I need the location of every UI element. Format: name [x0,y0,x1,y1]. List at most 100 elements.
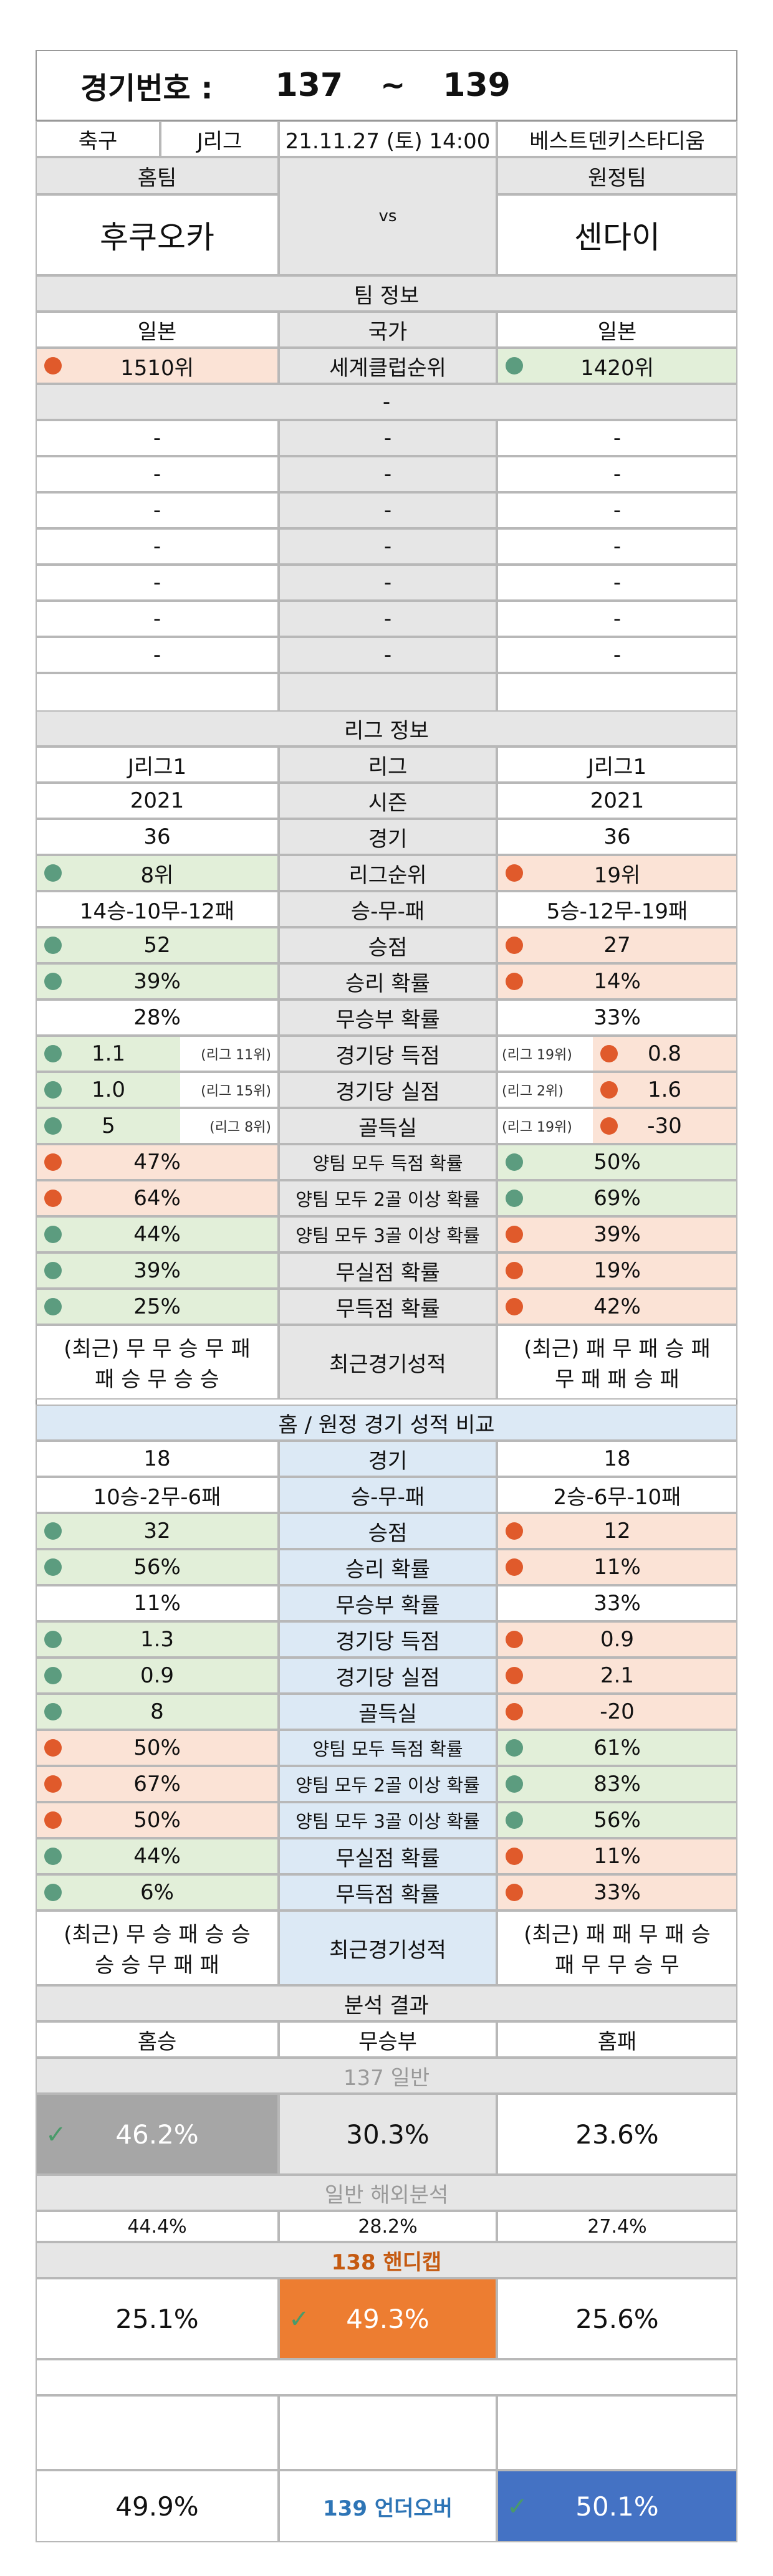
check-icon: ✓ [507,2493,528,2521]
bad-indicator-icon [506,1884,523,1901]
away-world-rank: 1420위 [497,348,737,384]
good-indicator-icon [44,1631,62,1648]
league-stat-label: 승-무-패 [279,891,497,927]
home-league-stat: 2021 [36,783,279,819]
home-compare-stat: 50% [36,1730,279,1766]
handicap-home: 25.1% [36,2278,279,2359]
away-compare-stat: 33% [497,1585,737,1621]
away-team-name: 센다이 [497,194,737,275]
home-info-empty: - [36,528,279,565]
home-compare-value: 8 [150,1699,164,1724]
league-stat-label: 무실점 확률 [279,1252,497,1289]
away-compare-stat: 11% [497,1549,737,1585]
away-info-empty: - [497,492,737,528]
overseas-title: 일반 해외분석 [36,2175,737,2211]
general-title: 137 일반 [36,2058,737,2094]
good-indicator-icon [506,357,523,374]
away-compare-stat: 12 [497,1513,737,1549]
compare-stat-label: 무승부 확률 [279,1585,497,1621]
away-league-stat: 19위 [497,855,737,891]
away-compare-recent-line-2: 패 무 무 승 무 [555,1953,679,1978]
league-stat-label: 경기당 실점 [279,1072,497,1108]
blank-home [36,2395,279,2470]
uo-title: 139 언더오버 [279,2470,497,2542]
bad-indicator-icon [44,1190,62,1207]
compare-title: 홈 / 원정 경기 성적 비교 [36,1405,737,1441]
home-league-value-text: 28% [133,1005,181,1030]
bad-indicator-icon [506,1522,523,1540]
home-compare-stat: 11% [36,1585,279,1621]
uo-over-pick: ✓ 50.1% [497,2470,737,2542]
away-compare-stat: 2.1 [497,1658,737,1694]
away-compare-stat: 18 [497,1441,737,1477]
home-league-stat: 1.0 (리그 15위) [36,1072,279,1108]
world-rank-label: 세계클럽순위 [279,348,497,384]
away-league-stat: J리그1 [497,747,737,783]
away-league-rank: (리그 19위) [502,1120,572,1135]
away-league-value-text: 2021 [590,788,645,813]
away-league-rank: (리그 2위) [502,1084,564,1099]
away-compare-value: 18 [603,1446,631,1471]
league-info-title: 리그 정보 [36,710,737,747]
home-compare-value: 56% [133,1555,181,1580]
home-country: 일본 [36,312,279,348]
good-indicator-icon [506,1153,523,1171]
good-indicator-icon [44,864,62,882]
league-stat-label: 리그순위 [279,855,497,891]
away-compare-value: 2.1 [600,1663,635,1688]
good-indicator-icon [44,1081,62,1099]
bad-indicator-icon [44,1775,62,1793]
good-indicator-icon [44,1522,62,1540]
home-compare-value: 50% [133,1808,181,1833]
home-team-name: 후쿠오카 [36,194,279,275]
home-league-value-text: 52 [143,933,171,958]
home-compare-stat: 18 [36,1441,279,1477]
away-compare-value: 83% [593,1772,641,1796]
away-compare-stat: 83% [497,1766,737,1802]
home-compare-value: 6% [140,1880,174,1905]
away-league-value-text: 36 [603,824,631,849]
home-info-empty: - [36,637,279,673]
handicap-title: 138 핸디캡 [36,2242,737,2278]
away-league-value-text: 1.6 [647,1077,682,1102]
good-indicator-icon [506,1775,523,1793]
general-home-value: 46.2% [115,2119,199,2150]
league-stat-label: 무승부 확률 [279,999,497,1036]
away-league-stat: 50% [497,1144,737,1180]
home-compare-stat: 50% [36,1802,279,1838]
home-compare-value: 0.9 [140,1663,175,1688]
home-league-value-text: 1.1 [91,1041,126,1066]
league: J리그 [160,121,279,157]
bad-indicator-icon [506,1703,523,1720]
bad-indicator-icon [506,1631,523,1648]
good-indicator-icon [44,1848,62,1865]
home-league-value-text: 64% [133,1186,181,1211]
home-league-stat: 1.1 (리그 11위) [36,1036,279,1072]
vs-label: vs [279,157,497,275]
away-league-value-text: 14% [593,969,641,994]
away-compare-value: 56% [593,1808,641,1833]
home-compare-stat: 6% [36,1874,279,1911]
home-info-empty: - [36,601,279,637]
away-info-empty: - [497,637,737,673]
bad-indicator-icon [506,937,523,954]
compare-stat-label: 양팀 모두 3골 이상 확률 [279,1802,497,1838]
overseas-home: 44.4% [36,2211,279,2242]
bad-indicator-icon [506,864,523,882]
home-league-stat: 39% [36,1252,279,1289]
compare-stat-label: 무득점 확률 [279,1874,497,1911]
general-home-pick: ✓ 46.2% [36,2094,279,2175]
general-away: 23.6% [497,2094,737,2175]
general-draw: 30.3% [279,2094,497,2175]
good-indicator-icon [506,1811,523,1829]
bad-indicator-icon [44,1153,62,1171]
away-recent-line-1: (최근) 패 무 패 승 패 [524,1337,711,1362]
away-compare-value: 61% [593,1735,641,1760]
match-number-from: 137 [275,67,343,104]
away-league-stat: 5승-12무-19패 [497,891,737,927]
away-compare-value: 33% [593,1880,641,1905]
away-league-value: 1.6 [593,1073,736,1107]
compare-stat-label: 승-무-패 [279,1477,497,1513]
